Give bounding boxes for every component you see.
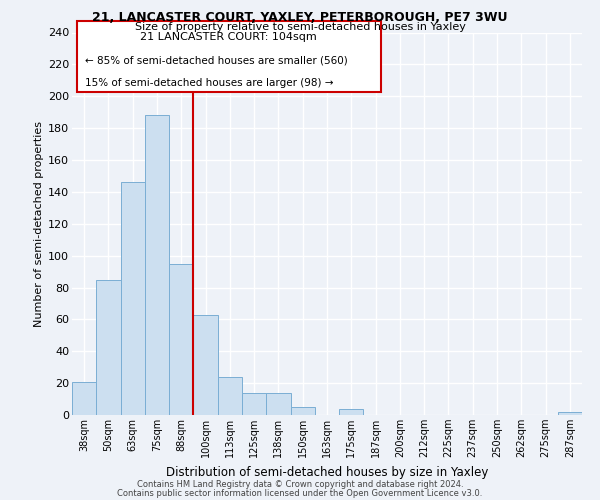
Text: Contains public sector information licensed under the Open Government Licence v3: Contains public sector information licen…	[118, 488, 482, 498]
Bar	[96, 280, 121, 415]
Bar	[218, 377, 242, 415]
Text: Size of property relative to semi-detached houses in Yaxley: Size of property relative to semi-detach…	[134, 22, 466, 32]
Bar	[290, 407, 315, 415]
Text: 21 LANCASTER COURT: 104sqm: 21 LANCASTER COURT: 104sqm	[140, 32, 317, 42]
FancyBboxPatch shape	[77, 21, 380, 92]
Y-axis label: Number of semi-detached properties: Number of semi-detached properties	[34, 120, 44, 327]
Bar	[145, 116, 169, 415]
Bar	[193, 314, 218, 415]
Bar	[121, 182, 145, 415]
Bar	[169, 264, 193, 415]
Bar	[72, 382, 96, 415]
Bar	[558, 412, 582, 415]
Text: ← 85% of semi-detached houses are smaller (560): ← 85% of semi-detached houses are smalle…	[85, 56, 347, 66]
Bar	[266, 392, 290, 415]
Bar	[339, 408, 364, 415]
Text: Contains HM Land Registry data © Crown copyright and database right 2024.: Contains HM Land Registry data © Crown c…	[137, 480, 463, 489]
X-axis label: Distribution of semi-detached houses by size in Yaxley: Distribution of semi-detached houses by …	[166, 466, 488, 478]
Text: 21, LANCASTER COURT, YAXLEY, PETERBOROUGH, PE7 3WU: 21, LANCASTER COURT, YAXLEY, PETERBOROUG…	[92, 11, 508, 24]
Bar	[242, 392, 266, 415]
Text: 15% of semi-detached houses are larger (98) →: 15% of semi-detached houses are larger (…	[85, 78, 333, 88]
